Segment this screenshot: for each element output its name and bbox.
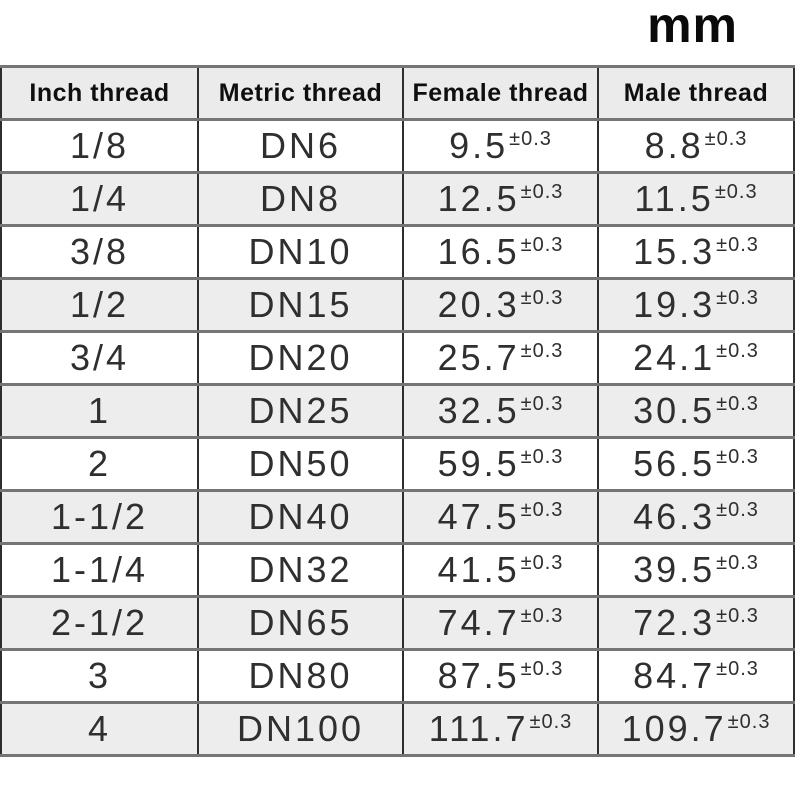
tolerance-superscript: ±0.3 [714, 181, 758, 203]
col-header-metric-thread: Metric thread [197, 65, 404, 121]
cell-metric: DN8 [197, 171, 404, 227]
cell-male: 15.3±0.3 [597, 224, 795, 280]
cell-metric: DN25 [197, 383, 404, 439]
cell-metric: DN100 [197, 701, 404, 757]
tolerance-superscript: ±0.3 [520, 605, 564, 627]
tolerance-superscript: ±0.3 [520, 234, 564, 256]
tolerance-superscript: ±0.3 [520, 446, 564, 468]
cell-inch: 3/8 [0, 224, 199, 280]
tolerance-superscript: ±0.3 [520, 393, 564, 415]
cell-male: 39.5±0.3 [597, 542, 795, 598]
cell-inch: 1-1/2 [0, 489, 199, 545]
cell-inch: 3 [0, 648, 199, 704]
cell-inch: 2-1/2 [0, 595, 199, 651]
cell-female: 25.7±0.3 [402, 330, 599, 386]
cell-inch: 1/2 [0, 277, 199, 333]
cell-metric: DN40 [197, 489, 404, 545]
cell-female: 74.7±0.3 [402, 595, 599, 651]
table-row: 1-1/2 DN40 47.5±0.3 46.3±0.3 [0, 489, 795, 545]
tolerance-superscript: ±0.3 [520, 340, 564, 362]
table-row: 3/4 DN20 25.7±0.3 24.1±0.3 [0, 330, 795, 386]
cell-metric: DN10 [197, 224, 404, 280]
cell-female: 59.5±0.3 [402, 436, 599, 492]
table-row: 1/8 DN6 9.5±0.3 8.8±0.3 [0, 118, 795, 174]
cell-metric: DN20 [197, 330, 404, 386]
col-header-inch-thread: Inch thread [0, 65, 199, 121]
tolerance-superscript: ±0.3 [716, 446, 759, 468]
table-row: 1/4 DN8 12.5±0.3 11.5±0.3 [0, 171, 795, 227]
cell-inch: 1/8 [0, 118, 199, 174]
cell-metric: DN50 [197, 436, 404, 492]
tolerance-superscript: ±0.3 [520, 499, 564, 521]
cell-male: 8.8±0.3 [597, 118, 795, 174]
tolerance-superscript: ±0.3 [716, 605, 759, 627]
unit-label: mm [647, 0, 738, 53]
tolerance-superscript: ±0.3 [520, 181, 564, 203]
table-row: 4 DN100 111.7±0.3 109.7±0.3 [0, 701, 795, 757]
cell-female: 47.5±0.3 [402, 489, 599, 545]
tolerance-superscript: ±0.3 [716, 287, 759, 309]
cell-inch: 3/4 [0, 330, 199, 386]
tolerance-superscript: ±0.3 [520, 287, 564, 309]
table-row: 2 DN50 59.5±0.3 56.5±0.3 [0, 436, 795, 492]
table-row: 3 DN80 87.5±0.3 84.7±0.3 [0, 648, 795, 704]
cell-female: 16.5±0.3 [402, 224, 599, 280]
cell-female: 20.3±0.3 [402, 277, 599, 333]
cell-female: 87.5±0.3 [402, 648, 599, 704]
tolerance-superscript: ±0.3 [716, 340, 759, 362]
tolerance-superscript: ±0.3 [529, 711, 573, 733]
table-row: 1-1/4 DN32 41.5±0.3 39.5±0.3 [0, 542, 795, 598]
header-row: Inch thread Metric thread Female thread … [0, 65, 795, 121]
table-row: 3/8 DN10 16.5±0.3 15.3±0.3 [0, 224, 795, 280]
tolerance-superscript: ±0.3 [509, 128, 552, 150]
cell-metric: DN80 [197, 648, 404, 704]
cell-male: 19.3±0.3 [597, 277, 795, 333]
cell-metric: DN65 [197, 595, 404, 651]
cell-male: 46.3±0.3 [597, 489, 795, 545]
table-row: 2-1/2 DN65 74.7±0.3 72.3±0.3 [0, 595, 795, 651]
cell-male: 72.3±0.3 [597, 595, 795, 651]
cell-female: 41.5±0.3 [402, 542, 599, 598]
col-header-female-thread: Female thread [402, 65, 599, 121]
tolerance-superscript: ±0.3 [716, 234, 759, 256]
cell-female: 9.5±0.3 [402, 118, 599, 174]
tolerance-superscript: ±0.3 [716, 552, 759, 574]
tolerance-superscript: ±0.3 [520, 658, 564, 680]
table-row: 1 DN25 32.5±0.3 30.5±0.3 [0, 383, 795, 439]
cell-male: 84.7±0.3 [597, 648, 795, 704]
cell-inch: 1/4 [0, 171, 199, 227]
cell-metric: DN32 [197, 542, 404, 598]
cell-metric: DN15 [197, 277, 404, 333]
cell-female: 32.5±0.3 [402, 383, 599, 439]
tolerance-superscript: ±0.3 [520, 552, 564, 574]
cell-male: 30.5±0.3 [597, 383, 795, 439]
tolerance-superscript: ±0.3 [716, 499, 759, 521]
tolerance-superscript: ±0.3 [727, 711, 771, 733]
cell-inch: 1 [0, 383, 199, 439]
tolerance-superscript: ±0.3 [716, 393, 759, 415]
cell-male: 56.5±0.3 [597, 436, 795, 492]
cell-male: 109.7±0.3 [597, 701, 795, 757]
cell-male: 24.1±0.3 [597, 330, 795, 386]
col-header-male-thread: Male thread [597, 65, 795, 121]
thread-size-table: Inch thread Metric thread Female thread … [0, 65, 795, 757]
cell-inch: 4 [0, 701, 199, 757]
table-row: 1/2 DN15 20.3±0.3 19.3±0.3 [0, 277, 795, 333]
cell-female: 111.7±0.3 [402, 701, 599, 757]
cell-metric: DN6 [197, 118, 404, 174]
cell-male: 11.5±0.3 [597, 171, 795, 227]
cell-inch: 1-1/4 [0, 542, 199, 598]
tolerance-superscript: ±0.3 [704, 128, 748, 150]
cell-inch: 2 [0, 436, 199, 492]
cell-female: 12.5±0.3 [402, 171, 599, 227]
tolerance-superscript: ±0.3 [716, 658, 759, 680]
